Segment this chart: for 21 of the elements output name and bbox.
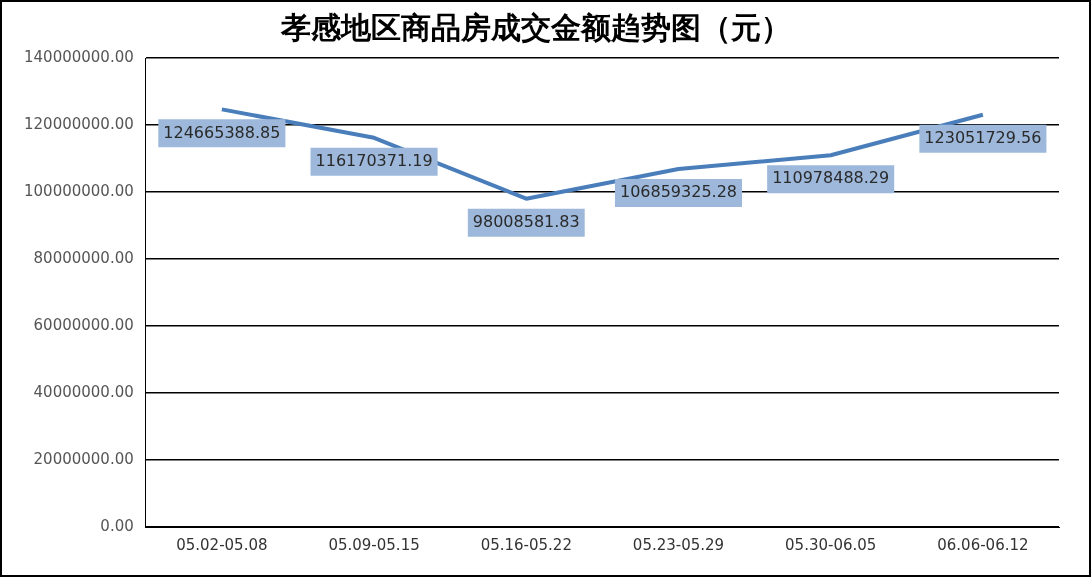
x-tick-label: 05.16-05.22 (480, 535, 572, 554)
x-tick-label: 06.06-06.12 (937, 535, 1029, 554)
x-tick-label: 05.02-05.08 (176, 535, 268, 554)
data-label: 123051729.56 (924, 127, 1042, 147)
y-tick-label: 80000000.00 (33, 248, 134, 267)
y-tick-label: 120000000.00 (24, 114, 134, 133)
data-label: 106859325.28 (619, 182, 738, 202)
x-tick-label: 05.09-05.15 (328, 535, 420, 554)
data-label: 124665388.85 (163, 122, 281, 142)
x-tick-label: 05.30-06.05 (785, 535, 877, 554)
data-label: 116170371.19 (315, 150, 433, 170)
y-tick-label: 60000000.00 (33, 315, 134, 334)
data-label: 98008581.83 (472, 211, 580, 231)
y-tick-label: 0.00 (100, 516, 134, 535)
y-tick-label: 100000000.00 (24, 181, 134, 200)
data-label: 110978488.29 (772, 168, 890, 188)
y-tick-label: 40000000.00 (33, 382, 134, 401)
y-tick-label: 20000000.00 (33, 449, 134, 468)
x-tick-label: 05.23-05.29 (632, 535, 725, 554)
chart-title: 孝感地区商品房成交金额趋势图（元） (279, 9, 791, 45)
y-tick-label: 140000000.00 (24, 47, 134, 66)
